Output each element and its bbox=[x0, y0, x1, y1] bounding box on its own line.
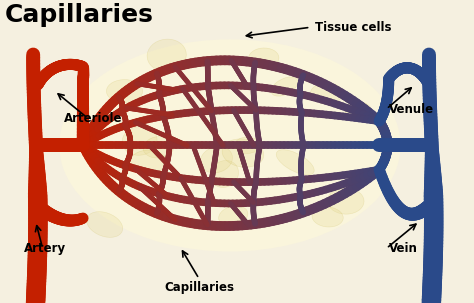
Text: Tissue cells: Tissue cells bbox=[315, 21, 392, 34]
Ellipse shape bbox=[271, 77, 298, 96]
Ellipse shape bbox=[122, 127, 157, 155]
Text: Capillaries: Capillaries bbox=[164, 281, 234, 294]
Ellipse shape bbox=[312, 207, 343, 227]
Text: Arteriole: Arteriole bbox=[64, 112, 122, 125]
Ellipse shape bbox=[147, 39, 186, 72]
Ellipse shape bbox=[219, 206, 248, 226]
Ellipse shape bbox=[310, 83, 343, 104]
Ellipse shape bbox=[201, 147, 232, 173]
Ellipse shape bbox=[248, 48, 279, 68]
Ellipse shape bbox=[222, 139, 264, 167]
Text: Vein: Vein bbox=[389, 242, 418, 255]
Ellipse shape bbox=[210, 161, 238, 188]
Text: Venule: Venule bbox=[389, 103, 434, 115]
Ellipse shape bbox=[87, 212, 123, 237]
Text: Artery: Artery bbox=[24, 242, 66, 255]
Ellipse shape bbox=[235, 137, 260, 153]
Ellipse shape bbox=[345, 102, 371, 118]
Ellipse shape bbox=[59, 39, 401, 251]
Ellipse shape bbox=[328, 188, 364, 214]
Ellipse shape bbox=[276, 150, 314, 175]
Ellipse shape bbox=[130, 150, 166, 174]
Text: Capillaries: Capillaries bbox=[5, 3, 154, 27]
Ellipse shape bbox=[143, 136, 174, 158]
Ellipse shape bbox=[107, 80, 143, 103]
